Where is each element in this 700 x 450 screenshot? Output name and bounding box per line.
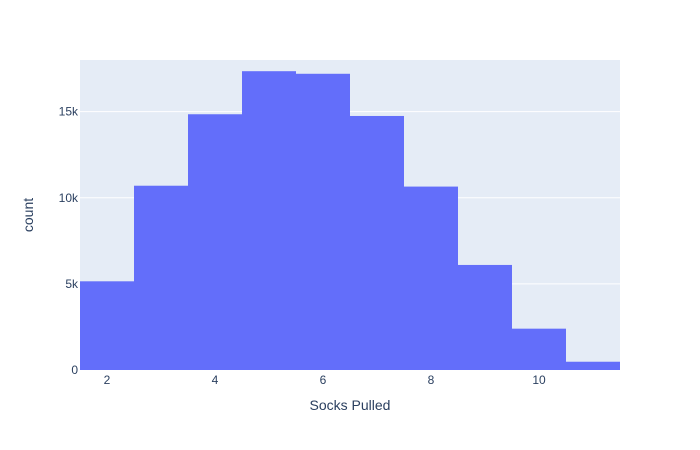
x-tick-label: 2 bbox=[104, 373, 111, 387]
y-tick-label: 0 bbox=[71, 363, 78, 377]
histogram-bars bbox=[80, 71, 620, 371]
x-tick-label: 8 bbox=[428, 373, 435, 387]
histogram-bar bbox=[80, 281, 134, 370]
histogram-bar bbox=[458, 264, 512, 370]
y-tick-label: 15k bbox=[59, 105, 79, 119]
histogram-bar bbox=[404, 186, 458, 370]
x-tick-label: 10 bbox=[532, 373, 546, 387]
y-tick-label: 5k bbox=[65, 277, 79, 291]
histogram-bar bbox=[242, 71, 296, 370]
x-axis-ticks: 2 4 6 8 10 bbox=[104, 373, 546, 387]
histogram-bar bbox=[134, 185, 188, 370]
y-axis-ticks: 0 5k 10k 15k bbox=[59, 105, 79, 377]
histogram-bar bbox=[350, 115, 404, 370]
x-axis-title: Socks Pulled bbox=[310, 397, 391, 413]
histogram-bar bbox=[512, 328, 566, 370]
y-axis-title: count bbox=[20, 198, 36, 232]
histogram-bar bbox=[566, 361, 620, 370]
y-tick-label: 10k bbox=[59, 191, 79, 205]
histogram-bar bbox=[188, 114, 242, 370]
histogram-bar bbox=[296, 73, 350, 371]
x-tick-label: 4 bbox=[212, 373, 219, 387]
x-tick-label: 6 bbox=[320, 373, 327, 387]
